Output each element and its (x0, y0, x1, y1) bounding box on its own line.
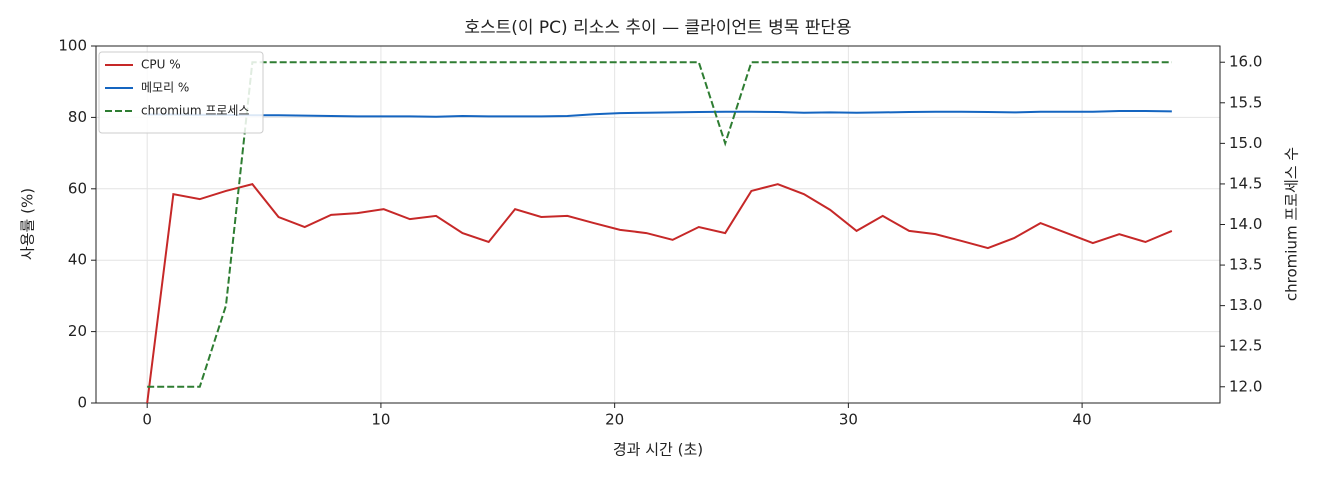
series-line (147, 109, 1172, 118)
y2-tick-label: 14.0 (1229, 215, 1262, 233)
series-line (146, 183, 1173, 404)
y2-tick-label: 14.5 (1229, 174, 1262, 192)
legend-box (98, 51, 264, 134)
y-tick-label: 0 (77, 394, 87, 412)
y2-tick-label: 12.0 (1229, 377, 1262, 395)
y-tick-label: 60 (68, 179, 87, 197)
x-axis-label: 경과 시간 (초) (613, 441, 703, 459)
y2-tick-label: 13.0 (1229, 296, 1262, 314)
y2-tick-label: 15.0 (1229, 134, 1262, 152)
y2-tick-label: 13.5 (1229, 256, 1262, 274)
x-tick-label: 30 (839, 411, 858, 429)
y2-tick-label: 16.0 (1229, 53, 1262, 71)
x-tick-label: 20 (605, 411, 624, 429)
y-tick-label: 40 (68, 251, 87, 269)
chart-title: 호스트(이 PC) 리소스 추이 — 클라이언트 병목 판단용 (464, 18, 851, 38)
y2-axis-label: chromium 프로세스 수 (1283, 147, 1301, 301)
y2-tick-label: 12.5 (1229, 337, 1262, 355)
x-tick-label: 40 (1073, 411, 1092, 429)
y-tick-label: 80 (68, 108, 87, 126)
y-tick-label: 100 (58, 37, 87, 55)
y-axis-label: 사용률 (%) (19, 188, 37, 260)
x-tick-label: 10 (371, 411, 390, 429)
x-tick-label: 0 (142, 411, 152, 429)
legend-label: 메모리 % (141, 81, 189, 95)
y2-tick-label: 15.5 (1229, 93, 1262, 111)
legend-label: chromium 프로세스 (141, 104, 250, 118)
plot-frame (95, 45, 1221, 404)
legend: CPU % 메모리 % chromium 프로세스 (98, 51, 264, 134)
legend-label: CPU % (141, 58, 181, 72)
y-tick-label: 20 (68, 322, 87, 340)
